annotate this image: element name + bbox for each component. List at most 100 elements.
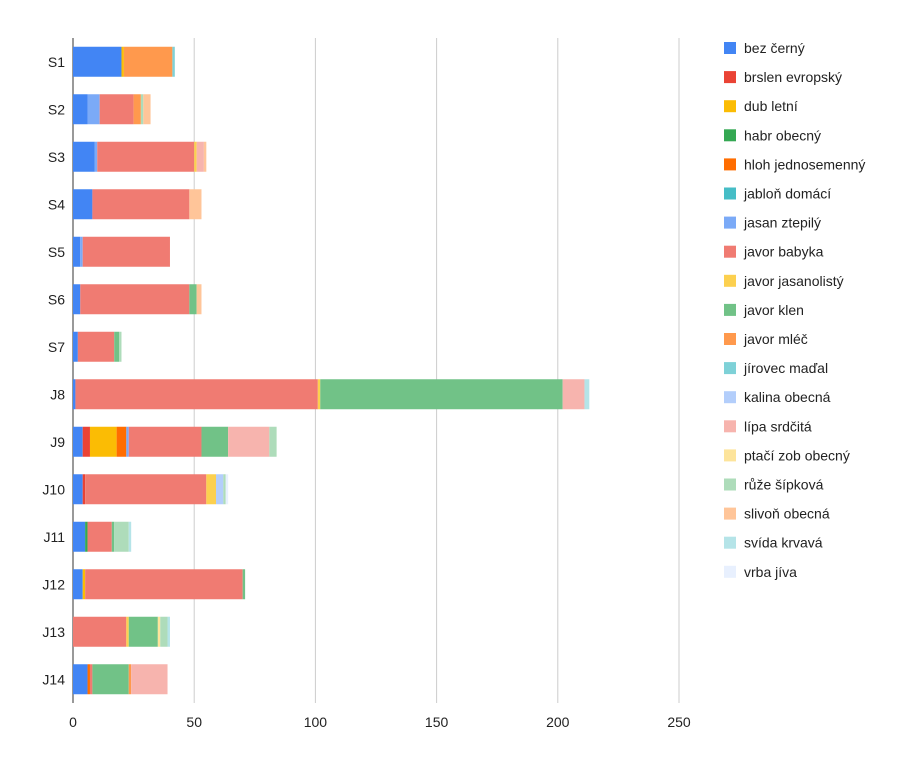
bar-segment [73,426,83,457]
bar-segment [87,664,90,695]
category-labels: S1 S2 S3 S4 S5 S6 S7 J8 J9 J10 J11 J12 J13 J14 [42,54,65,688]
category-label: S2 [48,101,65,117]
bar-segment [77,331,115,362]
legend-label: svída krvavá [744,535,823,551]
bar-segment [87,94,100,125]
bar-segment [87,521,112,552]
bar-segment [82,426,90,457]
x-axis-ticks: 0 50 100 150 200 250 [69,714,691,730]
bar-segment [73,141,95,172]
bar-segment [73,569,83,600]
bar-segment [82,569,86,600]
legend-swatch [724,391,736,404]
bar-segment [114,331,120,362]
category-label: J11 [43,529,65,545]
bar-segment [73,379,76,410]
bar-segment [73,236,81,267]
bar-segment [89,664,93,695]
x-tick-label: 0 [69,714,77,730]
legend-swatch [724,507,736,520]
x-tick-label: 100 [304,714,328,730]
legend-label: dub letní [744,98,798,114]
x-tick-label: 200 [546,714,570,730]
bar-segment [111,521,115,552]
category-label: J10 [42,481,65,497]
legend-label: javor klen [743,302,804,318]
legend-swatch [724,187,736,200]
bar-segment [167,616,170,647]
legend-label: hloh jednosemenný [744,156,865,172]
bar-segment [116,426,127,457]
bar-segment [196,284,202,315]
legend-swatch [724,158,736,171]
bar-segment [225,474,229,505]
bar-segment [114,521,129,552]
bar-segment [73,284,81,315]
legend: bez černý brslen evropský dub letní habr ob… [724,40,865,580]
bar-segment [85,474,207,505]
bar-segment [73,94,88,125]
bar-segment [73,46,122,77]
bar-segment [189,189,202,220]
bar-segment [99,94,134,125]
category-label: S5 [48,244,65,260]
bar-segment [203,141,207,172]
legend-label: jasan ztepilý [743,215,821,231]
legend-label: vrba jíva [744,564,797,580]
legend-label: kalina obecná [744,389,831,405]
legend-swatch [724,449,736,462]
legend-label: javor babyka [743,244,824,260]
legend-label: jabloň domácí [743,186,831,202]
legend-swatch [724,565,736,578]
legend-label: ptačí zob obecný [744,447,850,463]
legend-swatch [724,536,736,549]
bar-segment [242,569,246,600]
legend-label: lípa srdčitá [744,418,812,434]
bar-segment [119,331,122,362]
category-label: J14 [42,671,65,687]
category-label: J13 [42,624,65,640]
bar-segment [317,379,321,410]
bar-segment [223,474,226,505]
legend-swatch [724,216,736,229]
bar-segment [196,141,204,172]
bar-segment [82,474,86,505]
x-tick-label: 50 [186,714,202,730]
x-tick-label: 150 [425,714,449,730]
bar-segment [160,616,168,647]
bar-segment [73,521,86,552]
category-label: S4 [48,196,65,212]
bar-segment [73,189,93,220]
legend-swatch [724,274,736,287]
bar-segment [82,236,170,267]
category-label: J8 [50,386,65,402]
bar-segment [194,141,197,172]
legend-swatch [724,303,736,316]
category-label: S7 [48,339,65,355]
category-label: S1 [48,54,65,70]
legend-label: brslen evropský [744,69,842,85]
bar-segment [584,379,590,410]
bar-segment [89,426,117,457]
bar-segment [201,426,229,457]
category-label: J9 [50,434,65,450]
category-label: S6 [48,291,65,307]
bar-segment [123,46,173,77]
legend-swatch [724,333,736,345]
legend-swatch [724,100,736,113]
bar-segment [92,189,190,220]
legend-label: bez černý [744,40,805,56]
bar-segment [73,664,88,695]
bar-segment [172,46,175,77]
legend-label: jírovec maďal [743,360,828,376]
bar-segment [126,426,129,457]
bar-segment [216,474,224,505]
bar-segment [206,474,217,505]
legend-swatch [724,71,736,84]
bar-segment [228,426,270,457]
bar-segment [97,141,195,172]
bar-segment [80,236,83,267]
legend-label: javor jasanolistý [743,273,844,289]
bar-segment [73,474,83,505]
